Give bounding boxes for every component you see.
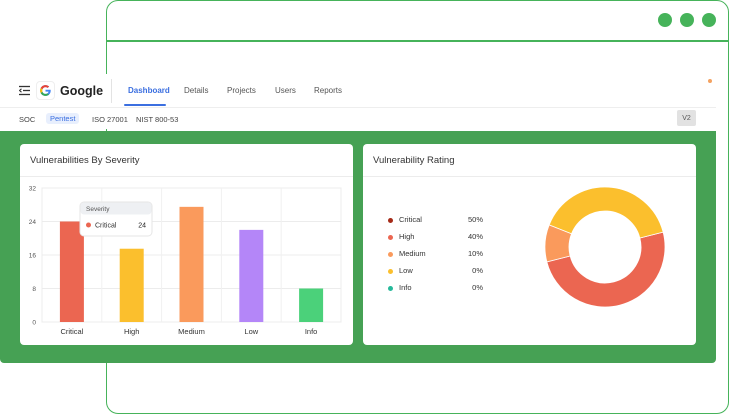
y-tick-label: 0 <box>32 320 36 327</box>
legend-item-high[interactable]: High 40% <box>388 232 483 244</box>
tooltip-label: Critical <box>95 223 117 230</box>
bar-high[interactable] <box>119 248 144 322</box>
bar-low[interactable] <box>239 229 264 322</box>
legend-value: 0% <box>472 283 483 292</box>
window-dot-3 <box>702 13 716 27</box>
tab-pentest[interactable]: Pentest <box>46 113 80 124</box>
y-tick-label: 32 <box>29 186 37 193</box>
tooltip-header: Severity <box>86 206 110 213</box>
app-header: Google Dashboard Details Projects Users … <box>0 74 716 107</box>
severity-card-title: Vulnerabilities By Severity <box>30 155 140 166</box>
brand-name: Google <box>60 84 104 98</box>
google-logo-icon <box>36 81 55 100</box>
tab-soc[interactable]: SOC <box>19 115 36 124</box>
rating-card-title: Vulnerability Rating <box>373 155 455 166</box>
severity-card: Vulnerabilities By Severity 0 8 16 24 32 Crit… <box>20 144 353 345</box>
rating-card: Vulnerability Rating Critical 50% High 40% M… <box>363 144 696 345</box>
legend-dot <box>388 269 393 274</box>
tooltip-header-bg <box>80 202 152 215</box>
legend-dot <box>388 218 393 223</box>
bar-critical[interactable] <box>59 221 84 323</box>
donut-slice-low[interactable] <box>548 186 664 239</box>
donut-slice-high[interactable] <box>546 231 666 308</box>
bar-medium[interactable] <box>179 206 204 322</box>
y-tick-label: 24 <box>29 219 37 226</box>
tooltip-dot <box>86 222 91 228</box>
legend-value: 0% <box>472 266 483 275</box>
bar-tooltip: Severity Critical 24 <box>79 201 153 237</box>
x-tick-label: Info <box>305 327 318 336</box>
legend-dot <box>388 286 393 291</box>
tooltip-value: 24 <box>138 223 146 230</box>
framework-tabs: SOC Pentest ISO 27001 NIST 800-53 V2 <box>0 107 716 129</box>
legend-label: Medium <box>399 249 426 258</box>
nav-details[interactable]: Details <box>184 86 209 95</box>
x-tick-label: Critical <box>60 327 83 336</box>
tab-nist-800-53[interactable]: NIST 800-53 <box>136 115 179 124</box>
rating-donut-chart <box>544 186 666 308</box>
window-dot-2 <box>680 13 694 27</box>
x-tick-label: Medium <box>178 327 205 336</box>
legend-label: Low <box>399 266 413 275</box>
legend-label: High <box>399 232 415 241</box>
y-tick-label: 8 <box>32 286 36 293</box>
donut-slice-medium[interactable] <box>544 224 573 263</box>
x-tick-label: Low <box>244 327 258 336</box>
frame-toolbar-line <box>107 40 728 42</box>
x-tick-label: High <box>124 327 139 336</box>
legend-dot <box>388 252 393 257</box>
notification-dot <box>708 79 712 83</box>
nav-users[interactable]: Users <box>275 86 296 95</box>
legend-dot <box>388 235 393 240</box>
bar-info[interactable] <box>299 288 324 323</box>
legend-value: 40% <box>467 232 483 241</box>
header-divider <box>111 79 112 103</box>
severity-bar-chart: 0 8 16 24 32 Critical High Medium Low Info Severit… <box>29 186 342 336</box>
version-button[interactable]: V2 <box>677 110 696 126</box>
legend-item-medium[interactable]: Medium 10% <box>388 249 483 261</box>
nav-active-indicator <box>124 104 166 106</box>
nav-projects[interactable]: Projects <box>227 86 256 95</box>
y-tick-label: 16 <box>29 253 37 260</box>
legend-value: 10% <box>467 249 483 258</box>
nav-dashboard[interactable]: Dashboard <box>128 86 170 95</box>
legend-label: Critical <box>399 215 422 224</box>
nav-reports[interactable]: Reports <box>314 86 343 95</box>
card-divider <box>20 176 353 177</box>
tab-iso-27001[interactable]: ISO 27001 <box>92 115 128 124</box>
legend-item-critical[interactable]: Critical 50% <box>388 215 483 227</box>
legend-label: Info <box>399 283 412 292</box>
menu-collapse-icon[interactable] <box>19 85 30 96</box>
card-divider <box>363 176 696 177</box>
legend-value: 50% <box>467 215 483 224</box>
window-dot-1 <box>658 13 672 27</box>
legend-item-info[interactable]: Info 0% <box>388 283 483 295</box>
legend-item-low[interactable]: Low 0% <box>388 266 483 278</box>
